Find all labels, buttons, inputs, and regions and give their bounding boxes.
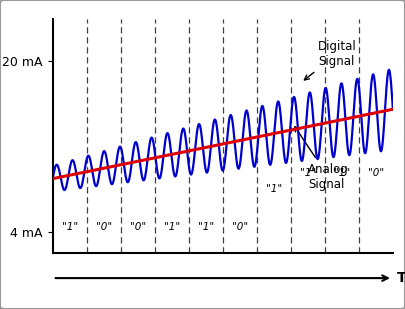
Text: Analog
Signal: Analog Signal bbox=[295, 127, 349, 191]
Text: "0": "0" bbox=[130, 222, 146, 232]
Text: Digital
Signal: Digital Signal bbox=[305, 40, 357, 80]
Text: "1": "1" bbox=[62, 222, 78, 232]
Text: "1": "1" bbox=[266, 184, 282, 194]
Text: "1": "1" bbox=[164, 222, 180, 232]
Text: "0": "0" bbox=[368, 168, 384, 178]
Text: "1": "1" bbox=[198, 222, 214, 232]
Text: "0": "0" bbox=[232, 222, 248, 232]
Text: "1": "1" bbox=[334, 168, 350, 178]
Text: "0": "0" bbox=[96, 222, 112, 232]
Text: "1": "1" bbox=[300, 168, 316, 178]
Text: Time: Time bbox=[397, 271, 405, 285]
